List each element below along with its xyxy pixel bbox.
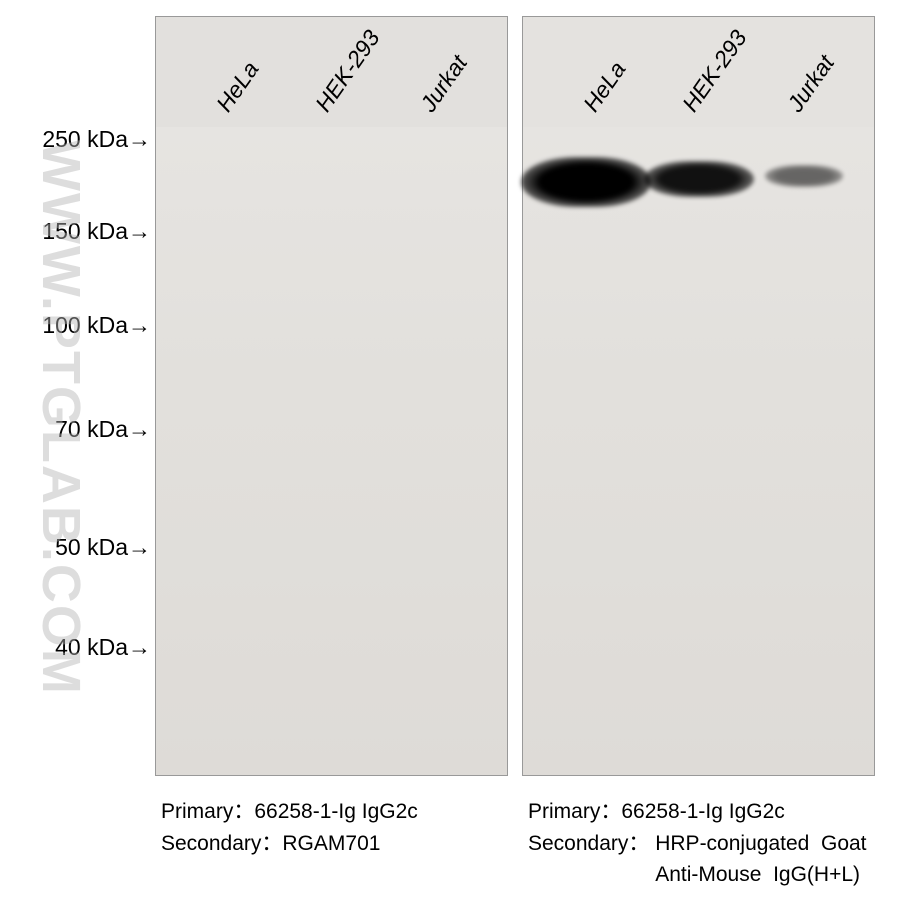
figure-container: WWW.PTGLAB.COM 250 kDa→150 kDa→100 kDa→7… <box>0 0 900 900</box>
mw-marker-label: 40 kDa→ <box>1 634 151 661</box>
blot-panels: HeLa HEK-293 Jurkat HeLa HEK-293 Jurkat <box>155 16 875 776</box>
lane-label: HeLa <box>578 56 632 117</box>
blot-body-left <box>156 127 507 775</box>
captions: Primary：66258-1-Ig IgG2c Secondary：RGAM7… <box>155 790 875 891</box>
caption-right: Primary：66258-1-Ig IgG2c Secondary： HRP-… <box>522 790 875 891</box>
lane-label: Jurkat <box>415 50 473 117</box>
lane-label: Jurkat <box>782 50 840 117</box>
mw-marker-label: 250 kDa→ <box>1 126 151 153</box>
lane-label: HEK-293 <box>676 25 752 117</box>
mw-marker-label: 100 kDa→ <box>1 312 151 339</box>
caption-left-secondary: Secondary：RGAM701 <box>161 828 508 860</box>
lane-label: HEK-293 <box>309 25 385 117</box>
lane-label: HeLa <box>211 56 265 117</box>
western-blot-band <box>765 165 843 187</box>
caption-left: Primary：66258-1-Ig IgG2c Secondary：RGAM7… <box>155 790 508 891</box>
lane-labels-right: HeLa HEK-293 Jurkat <box>523 17 874 127</box>
mw-marker-label: 150 kDa→ <box>1 218 151 245</box>
mw-marker-label: 50 kDa→ <box>1 534 151 561</box>
blot-panel-right: HeLa HEK-293 Jurkat <box>522 16 875 776</box>
caption-right-secondary: Secondary： HRP-conjugated Goat <box>528 828 875 860</box>
blot-panel-left: HeLa HEK-293 Jurkat <box>155 16 508 776</box>
western-blot-band <box>644 161 754 197</box>
western-blot-band <box>521 157 651 207</box>
blot-body-right <box>523 127 874 775</box>
mw-marker-column: 250 kDa→ 150 kDa→ 100 kDa→ 70 kDa→ 50 kDa→ 40… <box>0 126 155 786</box>
caption-right-primary: Primary：66258-1-Ig IgG2c <box>528 796 875 828</box>
caption-left-primary: Primary：66258-1-Ig IgG2c <box>161 796 508 828</box>
caption-right-line3: Anti-Mouse IgG(H+L) <box>528 859 875 891</box>
mw-marker-label: 70 kDa→ <box>1 416 151 443</box>
lane-labels-left: HeLa HEK-293 Jurkat <box>156 17 507 127</box>
